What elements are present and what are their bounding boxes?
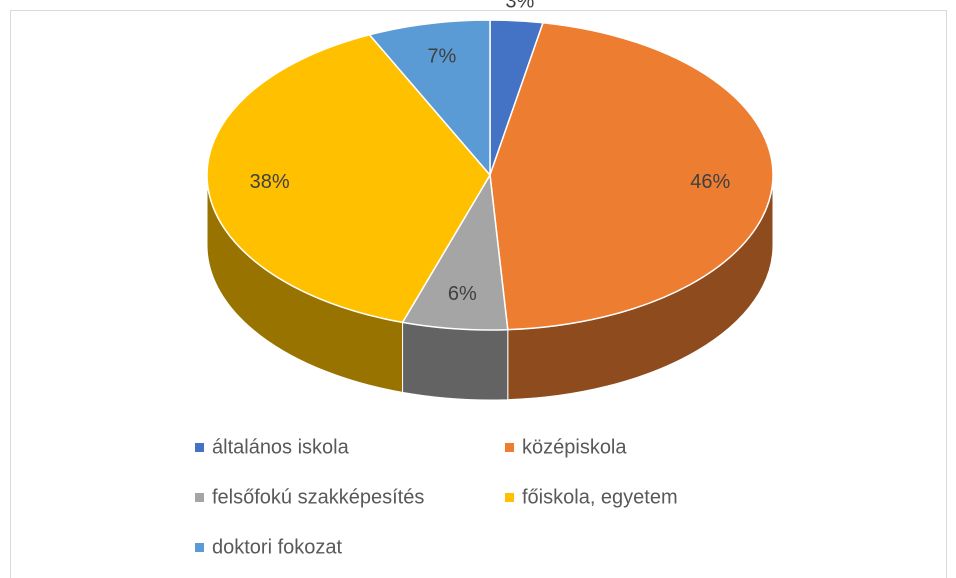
legend-swatch — [195, 493, 204, 502]
legend-swatch — [505, 443, 514, 452]
data-label: 46% — [690, 171, 730, 193]
data-label: 3% — [505, 0, 534, 12]
data-label: 6% — [448, 283, 477, 305]
slice — [206, 33, 491, 324]
data-label: 7% — [427, 45, 456, 67]
legend-swatch — [505, 493, 514, 502]
slice-side — [402, 321, 509, 401]
data-label: 38% — [250, 171, 290, 193]
legend-label: doktori fokozat — [212, 536, 343, 558]
slice — [489, 21, 774, 331]
legend-swatch — [195, 543, 204, 552]
slice — [368, 19, 491, 178]
legend-label: főiskola, egyetem — [522, 486, 678, 508]
legend-label: általános iskola — [212, 436, 350, 458]
legend-label: középiskola — [522, 436, 627, 458]
legend-swatch — [195, 443, 204, 452]
legend-label: felsőfokú szakképesítés — [212, 486, 424, 508]
